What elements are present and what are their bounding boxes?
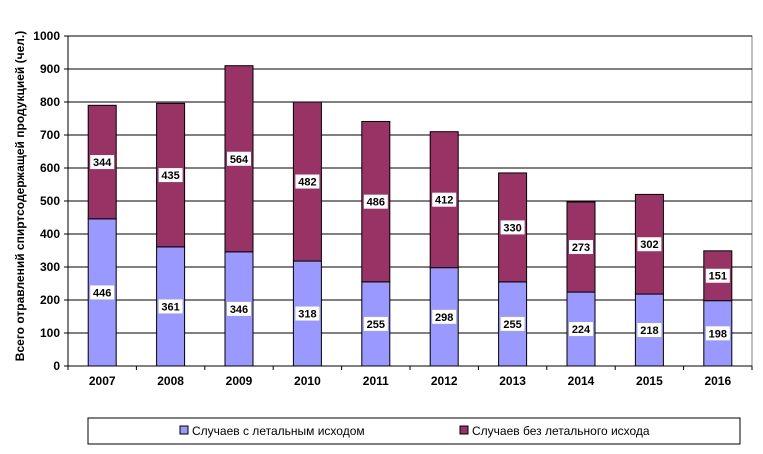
data-label: 218 (640, 325, 658, 337)
y-tick-label: 400 (40, 227, 60, 241)
data-label-box (158, 299, 183, 314)
data-label: 224 (572, 324, 591, 336)
legend-swatch-fatal (179, 425, 189, 435)
data-label: 435 (161, 170, 179, 182)
data-label: 412 (435, 195, 453, 207)
data-label: 298 (435, 312, 453, 324)
legend-label-nonfatal: Случаев без летального исхода (472, 424, 650, 438)
data-label: 302 (640, 239, 658, 251)
y-tick-label: 100 (40, 326, 60, 340)
data-label: 330 (503, 222, 521, 234)
data-label-box (432, 192, 457, 207)
legend-swatch-nonfatal (459, 425, 469, 435)
data-label-box (90, 285, 115, 300)
data-label-box (637, 237, 662, 252)
data-label-box (637, 323, 662, 338)
data-label: 346 (230, 304, 248, 316)
x-tick-label: 2009 (226, 374, 253, 388)
y-tick-label: 200 (40, 293, 60, 307)
data-labels: 446 344 361 435 346 564 318 482 255 486 298 412 255 3… (90, 151, 730, 341)
data-label-box (227, 151, 251, 166)
data-label-box (569, 240, 593, 255)
data-label: 151 (709, 271, 727, 283)
data-label: 564 (230, 154, 249, 166)
legend-label-fatal: Случаев с летальным исходом (192, 424, 365, 438)
x-tick-label: 2012 (431, 374, 458, 388)
x-tick-label: 2014 (568, 374, 595, 388)
x-tick-label: 2008 (157, 374, 184, 388)
data-label-box (295, 306, 320, 321)
data-label: 198 (709, 328, 727, 340)
x-tick-label: 2011 (363, 374, 389, 388)
data-label-box (569, 322, 593, 337)
legend-box (87, 417, 741, 445)
data-label-box (363, 316, 388, 331)
data-label-box (500, 316, 525, 331)
data-label: 446 (93, 287, 111, 299)
y-tick-label: 0 (53, 359, 60, 373)
y-tick-label: 1000 (33, 29, 60, 43)
y-axis-ticks: 0 100 200 300 400 500 600 700 800 900 1000 (33, 29, 68, 373)
y-axis-label: Всего отравлений спиртсодержащей продукц… (13, 31, 27, 361)
data-label-box (500, 220, 525, 235)
data-label-box (432, 309, 457, 324)
x-tick-label: 2007 (89, 374, 116, 388)
x-tick-label: 2015 (636, 374, 663, 388)
x-axis-ticks: 2007 2008 2009 2010 2011 2012 2013 2014 2015 2016 (67, 366, 753, 388)
y-tick-label: 600 (40, 161, 60, 175)
data-label-box (705, 268, 730, 283)
x-tick-label: 2013 (499, 374, 526, 388)
data-label: 255 (367, 319, 385, 331)
data-label: 361 (161, 301, 179, 313)
y-tick-label: 900 (40, 62, 60, 76)
x-tick-label: 2010 (294, 374, 321, 388)
y-tick-label: 700 (40, 128, 60, 142)
data-label: 344 (93, 157, 112, 169)
data-label: 273 (572, 242, 590, 254)
data-label: 482 (298, 177, 316, 189)
y-tick-label: 800 (40, 95, 60, 109)
legend: Случаев с летальным исходом Случаев без … (87, 417, 741, 445)
data-label: 318 (298, 309, 316, 321)
data-label-box (295, 174, 320, 189)
data-label-box (90, 155, 115, 170)
data-label-box (363, 194, 388, 209)
data-label: 486 (367, 197, 385, 209)
y-tick-label: 500 (40, 194, 60, 208)
data-label: 255 (503, 319, 521, 331)
y-tick-label: 300 (40, 260, 60, 274)
data-label-box (705, 326, 730, 341)
data-label-box (227, 301, 251, 316)
data-label-box (158, 168, 183, 183)
x-tick-label: 2016 (704, 374, 731, 388)
